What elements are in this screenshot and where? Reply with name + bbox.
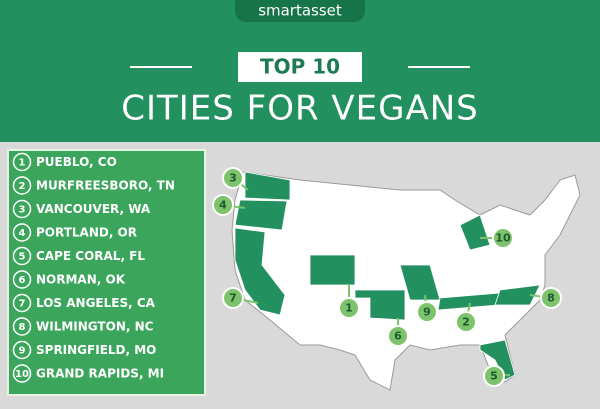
city: CAPE CORAL, FL: [36, 249, 145, 263]
city: MURFREESBORO, TN: [36, 179, 175, 193]
marker-label: 4: [219, 199, 227, 212]
rank-circle: [12, 340, 32, 360]
rank-circle: [12, 364, 32, 383]
marker: [483, 365, 505, 387]
marker: [455, 311, 477, 333]
rank-circle: [12, 317, 32, 336]
badge-box: [238, 52, 362, 82]
marker: [387, 325, 409, 347]
marker-label: 9: [423, 306, 431, 319]
marker-label: 3: [229, 172, 237, 185]
marker-label: 2: [462, 316, 470, 329]
state-nc: [494, 284, 541, 306]
state-ca: [234, 227, 286, 316]
us-map: [231, 171, 581, 391]
rank-circle: [12, 246, 32, 266]
rank: 8: [19, 322, 26, 333]
logo: smartasset: [258, 2, 342, 20]
city: PORTLAND, OR: [36, 226, 137, 240]
rank: 7: [19, 299, 26, 310]
marker-label: 8: [547, 292, 555, 305]
marker-label: 1: [345, 302, 353, 315]
rank: 4: [19, 228, 26, 239]
rank-circle: [12, 293, 32, 313]
rank-circle: [12, 199, 32, 219]
city: NORMAN, OK: [36, 273, 126, 287]
marker: [222, 287, 244, 309]
state-wa: [244, 171, 291, 201]
city: GRAND RAPIDS, MI: [36, 367, 164, 381]
city-list: 1 PUEBLO, CO 2 MURFREESBORO, TN 3 VANCOUVER, …: [12, 152, 175, 383]
state-mi: [459, 214, 491, 251]
city: SPRINGFIELD, MO: [36, 343, 156, 357]
marker: [338, 297, 360, 319]
badge: TOP 10: [260, 55, 340, 79]
state-fl: [479, 339, 516, 381]
markers: 1 2 3 4 5 6 7 8 9 10: [212, 167, 562, 387]
marker: [212, 194, 234, 216]
marker: [540, 287, 562, 309]
rank: 10: [15, 369, 29, 380]
rank-circle: [12, 270, 32, 289]
rank: 9: [19, 346, 26, 357]
marker: [416, 301, 438, 323]
city: WILMINGTON, NC: [36, 320, 154, 334]
state-ok: [354, 289, 406, 321]
marker-label: 6: [394, 330, 402, 343]
rank: 1: [19, 158, 26, 169]
marker: [222, 167, 244, 189]
marker-label: 7: [229, 292, 237, 305]
marker-label: 5: [490, 370, 498, 383]
rank: 6: [19, 275, 26, 286]
state-or: [234, 199, 288, 231]
city: VANCOUVER, WA: [36, 202, 151, 216]
logo-pill: [235, 0, 365, 22]
rank: 2: [19, 181, 26, 192]
rank-circle: [12, 152, 32, 172]
rank-circle: [12, 223, 32, 242]
state-co: [309, 254, 356, 286]
rank: 3: [19, 205, 26, 216]
city: LOS ANGELES, CA: [36, 296, 156, 310]
marker-label: 10: [495, 232, 511, 245]
rank-circle: [12, 176, 32, 195]
title: CITIES FOR VEGANS: [121, 89, 479, 129]
rank: 5: [19, 252, 26, 263]
marker: [492, 227, 514, 249]
list-panel: [7, 149, 206, 396]
city: PUEBLO, CO: [36, 155, 117, 169]
